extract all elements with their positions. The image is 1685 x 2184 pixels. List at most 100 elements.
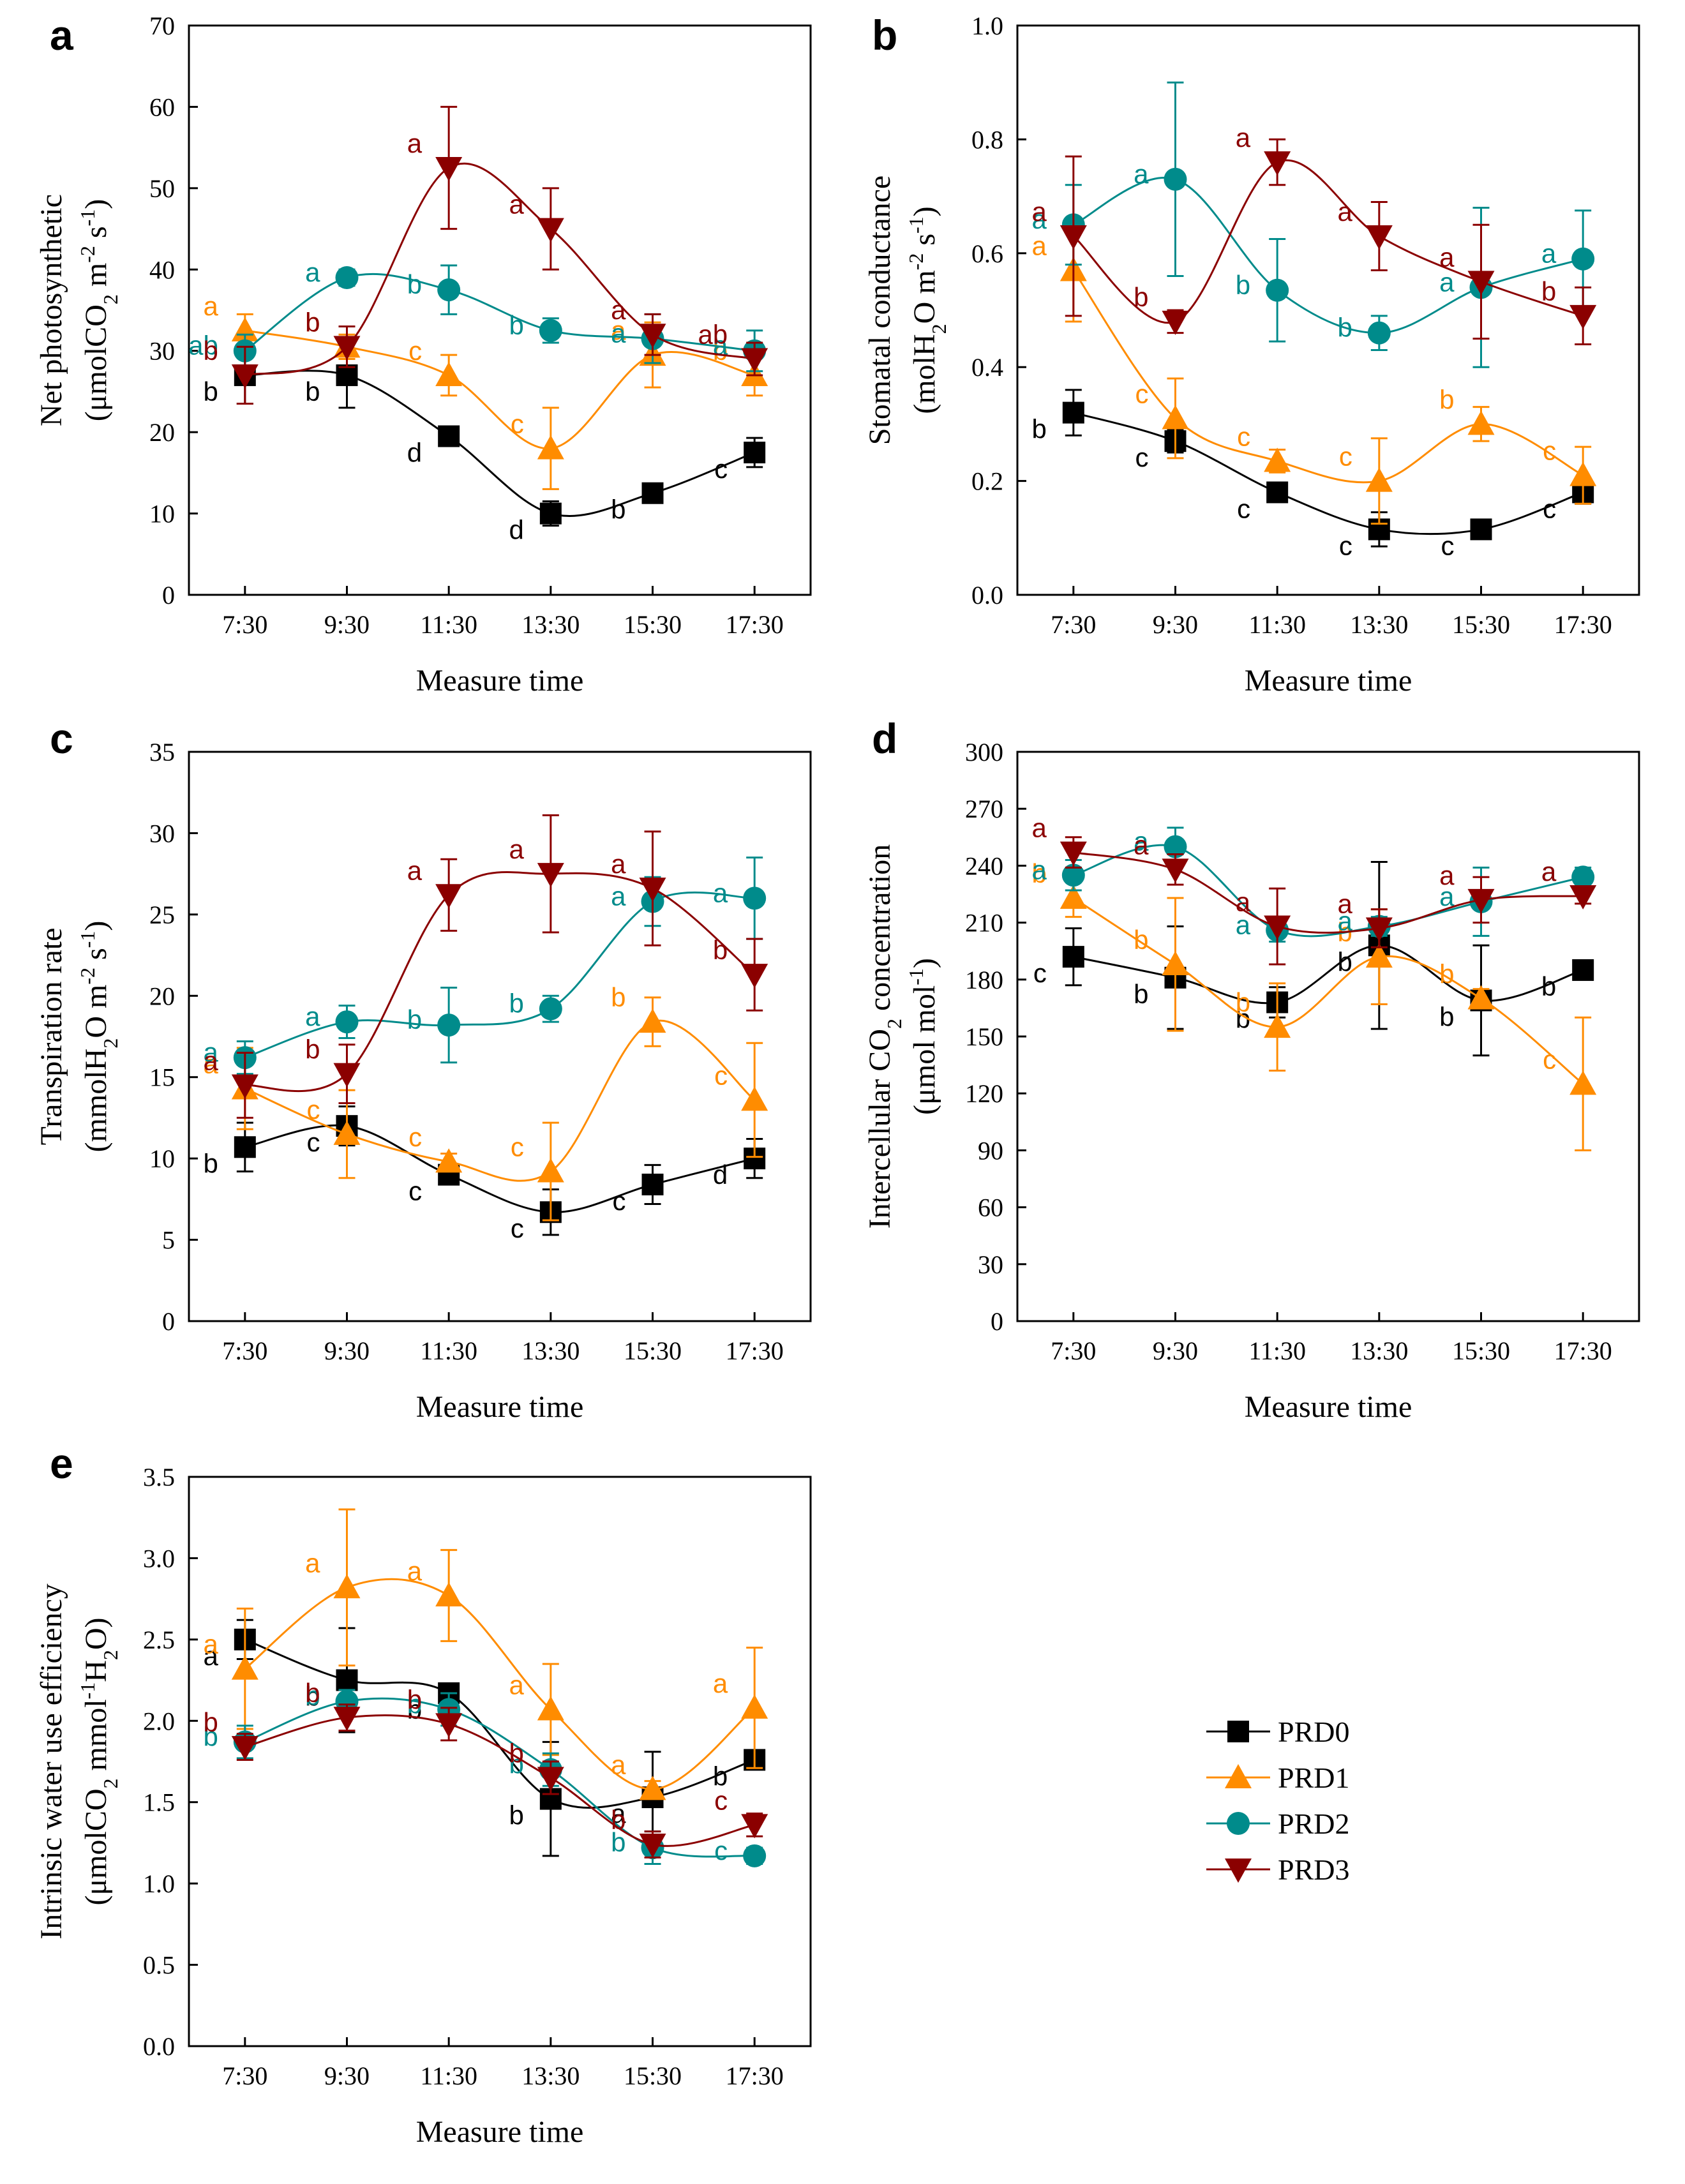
- panel-a: a 0 10 20 30 40 50 60 70 7:30 9:30 11:30 13:30 15:30…: [34, 11, 812, 698]
- significance-letter: a: [1439, 242, 1455, 272]
- significance-letter: a: [1134, 159, 1149, 189]
- x-tick-label: 17:30: [726, 1336, 784, 1365]
- significance-letter: a: [611, 849, 626, 879]
- y-tick-label: 40: [149, 255, 175, 284]
- series-prd2: bb bbb c: [203, 1681, 767, 1867]
- y-tick-label: 1.0: [143, 1869, 175, 1898]
- data-point: [1264, 151, 1291, 176]
- significance-letter: a: [1439, 860, 1455, 890]
- data-point: [641, 1173, 664, 1195]
- y-tick-label: 0: [162, 581, 175, 610]
- significance-letter: c: [1339, 530, 1352, 560]
- data-point: [641, 482, 664, 504]
- data-point: [744, 442, 766, 463]
- series-line: [244, 891, 755, 1059]
- significance-letter: c: [613, 1186, 626, 1216]
- x-axis-label: Measure time: [416, 1390, 584, 1424]
- significance-letter: b: [1031, 858, 1046, 888]
- legend-item-prd1: PRD1: [1206, 1761, 1349, 1794]
- x-tick-label: 7:30: [222, 2061, 267, 2090]
- data-point: [435, 361, 463, 386]
- significance-letter: a: [1031, 204, 1047, 234]
- significance-letter: b: [509, 1738, 523, 1768]
- data-point: [539, 997, 562, 1021]
- significance-letter: a: [203, 1045, 218, 1075]
- significance-letter: b: [203, 377, 218, 407]
- data-point: [234, 1136, 256, 1158]
- significance-letter: b: [203, 1707, 218, 1737]
- significance-letter: a: [1031, 813, 1047, 843]
- data-point: [333, 1707, 361, 1731]
- panel-e: e 0.0 0.5 1.0 1.5 2.0 2.5 3.0 3.5 7:30 9:30 11:30 1…: [34, 1440, 812, 2149]
- data-point: [435, 157, 463, 181]
- panel-e-title: e: [50, 1440, 73, 1487]
- y-tick-label: 30: [149, 819, 175, 848]
- significance-letter: a: [203, 291, 218, 321]
- significance-letter: a: [611, 318, 626, 348]
- data-point: [741, 1694, 768, 1719]
- y-axis-unit-label: (μmolCO2 mmol-1H2O): [76, 1617, 122, 1905]
- significance-letter: c: [1237, 421, 1250, 451]
- y-tick-label: 1.5: [143, 1788, 175, 1817]
- significance-letter: b: [713, 935, 728, 965]
- y-axis-label: Intrinsic water use efficiency: [34, 1583, 68, 1940]
- triangle-down-icon: [1225, 1859, 1252, 1883]
- series-line: [244, 1124, 755, 1213]
- significance-letter: ab: [698, 319, 728, 349]
- significance-letter: c: [408, 1176, 422, 1206]
- significance-letter: a: [509, 1670, 524, 1700]
- series-line: [1072, 269, 1584, 484]
- data-point: [1060, 884, 1087, 909]
- data-point: [743, 886, 767, 910]
- significance-letter: a: [305, 1548, 320, 1578]
- plot-frame: [1016, 751, 1640, 1322]
- series-prd2: aaa aaa: [1031, 826, 1595, 943]
- panel-a-title: a: [50, 11, 74, 59]
- y-tick-label: 70: [149, 11, 175, 40]
- x-axis-label: Measure time: [416, 2115, 584, 2149]
- significance-letter: b: [713, 1761, 728, 1791]
- data-point: [1467, 888, 1495, 913]
- significance-letter: a: [1031, 197, 1047, 227]
- significance-letter: c: [1339, 442, 1352, 472]
- significance-letter: a: [1134, 826, 1149, 856]
- y-axis-unit-label: (μmolCO2 m-2 s-1): [76, 199, 122, 421]
- significance-letter: a: [1236, 909, 1251, 939]
- significance-letter: b: [305, 1682, 320, 1712]
- series-line: [244, 273, 755, 352]
- y-tick-label: 60: [978, 1193, 1003, 1222]
- significance-letter: b: [611, 1827, 625, 1857]
- significance-letter: c: [1135, 378, 1148, 408]
- x-tick-label: 15:30: [624, 2061, 682, 2090]
- y-tick-label: 0.8: [971, 125, 1003, 154]
- significance-letter: b: [1439, 1002, 1454, 1032]
- data-point: [539, 318, 562, 342]
- y-axis-label: Stomatal conductance: [863, 176, 897, 445]
- x-tick-label: 17:30: [726, 610, 784, 639]
- significance-letter: a: [1439, 267, 1455, 297]
- series-line: [244, 1578, 756, 1790]
- significance-letter: b: [305, 377, 320, 407]
- significance-letter: b: [1031, 414, 1046, 444]
- x-tick-label: 9:30: [324, 2061, 370, 2090]
- significance-letter: c: [511, 409, 524, 439]
- y-tick-label: 15: [149, 1063, 175, 1092]
- significance-letter: b: [611, 495, 625, 525]
- significance-letter: c: [306, 1127, 320, 1157]
- y-tick-label: 35: [149, 738, 175, 767]
- legend-label: PRD3: [1278, 1853, 1349, 1886]
- circle-icon: [1227, 1812, 1250, 1835]
- series-line: [244, 162, 755, 377]
- significance-letter: a: [1541, 239, 1557, 269]
- panel-b: b 0.0 0.2 0.4 0.6 0.8 1.0 7:30 9:30 11:30 13:30 15…: [863, 11, 1640, 698]
- legend-label: PRD1: [1278, 1761, 1349, 1794]
- x-tick-label: 7:30: [222, 610, 267, 639]
- series-line: [1073, 851, 1584, 934]
- y-tick-label: 0: [162, 1307, 175, 1336]
- significance-letter: c: [714, 454, 728, 484]
- plot-frame: [1016, 24, 1640, 596]
